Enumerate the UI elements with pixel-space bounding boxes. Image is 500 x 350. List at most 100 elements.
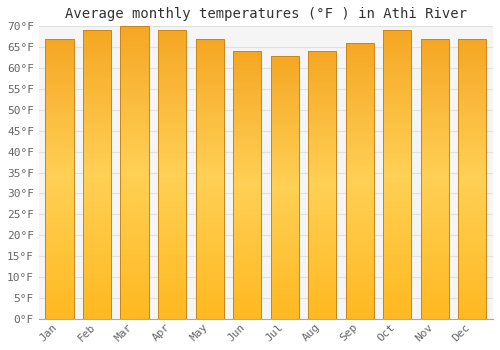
- Bar: [233, 231, 261, 232]
- Bar: [346, 153, 374, 155]
- Bar: [233, 271, 261, 272]
- Bar: [458, 88, 486, 89]
- Bar: [120, 82, 148, 83]
- Bar: [83, 170, 111, 172]
- Bar: [346, 159, 374, 160]
- Bar: [458, 161, 486, 162]
- Bar: [458, 278, 486, 280]
- Bar: [346, 216, 374, 217]
- Bar: [308, 184, 336, 185]
- Bar: [233, 293, 261, 295]
- Bar: [270, 291, 299, 293]
- Bar: [346, 155, 374, 156]
- Bar: [196, 194, 224, 196]
- Bar: [158, 98, 186, 100]
- Bar: [421, 86, 449, 88]
- Bar: [383, 312, 412, 313]
- Bar: [120, 274, 148, 275]
- Bar: [458, 117, 486, 119]
- Bar: [83, 32, 111, 33]
- Bar: [421, 214, 449, 215]
- Bar: [158, 309, 186, 310]
- Bar: [46, 218, 74, 219]
- Bar: [46, 179, 74, 180]
- Bar: [346, 160, 374, 162]
- Bar: [383, 192, 412, 194]
- Bar: [308, 204, 336, 205]
- Bar: [233, 312, 261, 314]
- Bar: [346, 54, 374, 55]
- Bar: [308, 176, 336, 177]
- Bar: [270, 308, 299, 310]
- Bar: [421, 260, 449, 261]
- Bar: [308, 178, 336, 180]
- Bar: [83, 126, 111, 127]
- Bar: [346, 49, 374, 50]
- Bar: [458, 145, 486, 147]
- Bar: [120, 254, 148, 256]
- Bar: [46, 212, 74, 214]
- Bar: [421, 165, 449, 166]
- Bar: [46, 249, 74, 250]
- Bar: [158, 59, 186, 61]
- Bar: [196, 176, 224, 177]
- Bar: [458, 78, 486, 79]
- Bar: [46, 243, 74, 245]
- Bar: [83, 225, 111, 226]
- Bar: [308, 292, 336, 293]
- Bar: [421, 88, 449, 89]
- Bar: [158, 310, 186, 312]
- Bar: [233, 55, 261, 57]
- Bar: [270, 243, 299, 244]
- Bar: [421, 296, 449, 298]
- Bar: [421, 39, 449, 319]
- Bar: [120, 231, 148, 232]
- Bar: [196, 316, 224, 317]
- Bar: [383, 268, 412, 270]
- Bar: [120, 189, 148, 190]
- Bar: [383, 143, 412, 145]
- Bar: [46, 299, 74, 301]
- Bar: [270, 256, 299, 257]
- Bar: [308, 78, 336, 79]
- Bar: [346, 150, 374, 152]
- Bar: [158, 108, 186, 110]
- Bar: [46, 232, 74, 233]
- Bar: [421, 280, 449, 281]
- Bar: [346, 83, 374, 84]
- Bar: [458, 159, 486, 161]
- Bar: [421, 235, 449, 236]
- Bar: [83, 74, 111, 75]
- Bar: [158, 254, 186, 256]
- Bar: [196, 228, 224, 229]
- Bar: [120, 113, 148, 114]
- Bar: [158, 159, 186, 160]
- Bar: [83, 211, 111, 212]
- Bar: [196, 235, 224, 236]
- Bar: [421, 162, 449, 163]
- Bar: [158, 79, 186, 81]
- Bar: [458, 263, 486, 264]
- Bar: [46, 86, 74, 88]
- Bar: [233, 104, 261, 105]
- Bar: [83, 75, 111, 77]
- Bar: [421, 137, 449, 138]
- Bar: [233, 97, 261, 98]
- Bar: [308, 61, 336, 62]
- Bar: [308, 93, 336, 94]
- Bar: [383, 274, 412, 275]
- Bar: [421, 184, 449, 186]
- Bar: [158, 264, 186, 266]
- Bar: [196, 54, 224, 56]
- Bar: [46, 67, 74, 68]
- Bar: [308, 206, 336, 208]
- Bar: [308, 165, 336, 166]
- Bar: [46, 151, 74, 152]
- Bar: [383, 121, 412, 123]
- Bar: [46, 257, 74, 259]
- Bar: [83, 62, 111, 64]
- Bar: [308, 255, 336, 256]
- Bar: [120, 73, 148, 75]
- Bar: [421, 277, 449, 278]
- Bar: [233, 53, 261, 54]
